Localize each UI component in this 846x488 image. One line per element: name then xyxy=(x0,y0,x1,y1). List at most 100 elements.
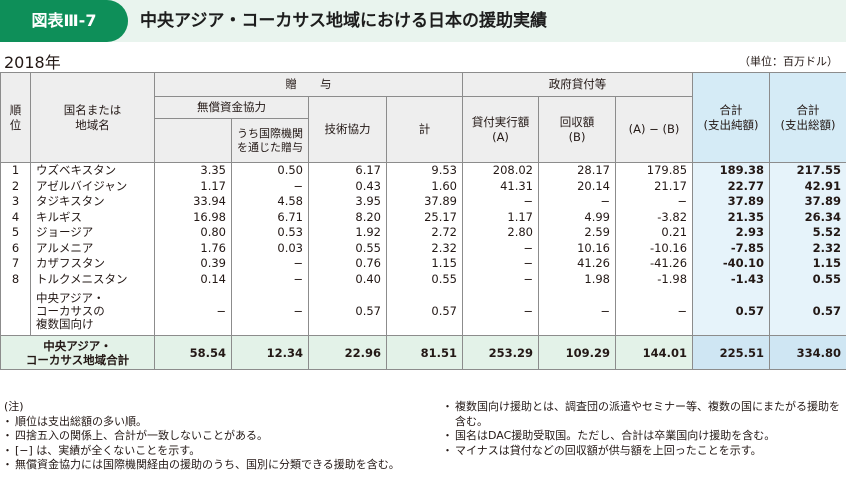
cell-country: タジキスタン xyxy=(30,194,155,210)
cell-country: トルクメニスタン xyxy=(30,271,155,287)
cell-disbursed: − xyxy=(462,240,539,256)
cell-disbursed: 1.17 xyxy=(462,209,539,225)
cell-via_intl: 0.50 xyxy=(231,162,309,179)
cell-country: キルギス xyxy=(30,209,155,225)
notes-right: 複数国向け援助とは、調査団の派遣やセミナー等、複数の国にまたがる援助を含む。 国… xyxy=(442,400,844,459)
cell-recovered: − xyxy=(538,287,616,336)
cell-net: 0.57 xyxy=(692,287,771,336)
cell-total-label: 中央アジア・ コーカサス地域合計 xyxy=(0,335,155,370)
cell-via_intl: 0.53 xyxy=(231,225,309,241)
unit-label: （単位：百万ドル） xyxy=(739,55,838,68)
cell-total: 25.17 xyxy=(386,209,463,225)
cell-recovered: 28.17 xyxy=(538,162,616,179)
header-via-intl: うち国際機関 を通じた贈与 xyxy=(231,118,309,163)
cell-gross: 5.52 xyxy=(769,225,846,241)
cell-rank: 7 xyxy=(0,256,31,272)
note-item: 複数国向け援助とは、調査団の派遣やセミナー等、複数の国にまたがる援助を含む。 xyxy=(442,400,844,429)
cell-grant_aid: 0.39 xyxy=(154,256,232,272)
cell-recovered: 4.99 xyxy=(538,209,616,225)
table-row: 8 トルクメニスタン 0.14−0.40 0.55−1.98 -1.98 -1.43 0.5… xyxy=(0,271,846,287)
notes-heading: (注) xyxy=(4,400,24,413)
cell-grant_aid: 0.14 xyxy=(154,271,232,287)
cell-recovered: 10.16 xyxy=(538,240,616,256)
cell-country: ジョージア xyxy=(30,225,155,241)
header-grant: 贈 与 xyxy=(154,72,463,97)
table-header: 順 位 国名または 地域名 贈 与 政府貸付等 合計 (支出純額) 合計 (支出… xyxy=(0,72,846,163)
cell-recovered: − xyxy=(538,194,616,210)
cell-disbursed: − xyxy=(462,194,539,210)
cell-total: 1.60 xyxy=(386,178,463,194)
table-row: 4 キルギス 16.98 6.71 8.20 25.17 1.17 4.99 -3.82 21.3… xyxy=(0,209,846,225)
cell-net: 37.89 xyxy=(692,194,771,210)
cell-net: -7.85 xyxy=(692,240,771,256)
table-total-row: 中央アジア・ コーカサス地域合計 58.54 12.34 22.96 81.51 253.… xyxy=(0,335,846,370)
note-item: 国名はDAC援助受取国。ただし、合計は卒業国向け援助を含む。 xyxy=(442,429,844,444)
cell-country: カザフスタン xyxy=(30,256,155,272)
cell-total-net: 225.51 xyxy=(692,335,771,370)
header-a-minus-b: (A) − (B) xyxy=(614,96,694,163)
cell-net: 21.35 xyxy=(692,209,771,225)
cell-gross: 2.32 xyxy=(769,240,846,256)
cell-total: 0.57 xyxy=(386,287,463,336)
notes-left: (注) 順位は支出総額の多い順。 四捨五入の関係上、合計が一致しないことがある。… xyxy=(2,400,419,473)
cell-recovered: 1.98 xyxy=(538,271,616,287)
cell-tech: 8.20 xyxy=(308,209,387,225)
cell-total: 9.53 xyxy=(386,162,463,179)
cell-via_intl: − xyxy=(231,178,309,194)
year-label: 2018年 xyxy=(4,53,61,72)
note-item: 四捨五入の関係上、合計が一致しないことがある。 xyxy=(2,429,419,444)
cell-gross: 0.55 xyxy=(769,271,846,287)
header-rank: 順 位 xyxy=(0,72,31,163)
cell-gross: 0.57 xyxy=(769,287,846,336)
cell-total-via_intl: 12.34 xyxy=(231,335,309,370)
cell-total-grant_aid: 58.54 xyxy=(154,335,232,370)
cell-rank xyxy=(0,287,31,336)
cell-disbursed: 208.02 xyxy=(462,162,539,179)
cell-tech: 1.92 xyxy=(308,225,387,241)
cell-ab: -10.16 xyxy=(614,240,694,256)
note-item: [−] は、実績が全くないことを示す。 xyxy=(2,444,419,459)
cell-rank: 2 xyxy=(0,178,31,194)
cell-country: アゼルバイジャン xyxy=(30,178,155,194)
cell-net: 22.77 xyxy=(692,178,771,194)
cell-tech: 0.57 xyxy=(308,287,387,336)
cell-tech: 0.40 xyxy=(308,271,387,287)
cell-via_intl: 4.58 xyxy=(231,194,309,210)
cell-grant_aid: 3.35 xyxy=(154,162,232,179)
cell-net: -1.43 xyxy=(692,271,771,287)
cell-disbursed: − xyxy=(462,271,539,287)
cell-net: 2.93 xyxy=(692,225,771,241)
cell-via_intl: − xyxy=(231,256,309,272)
cell-via_intl: 6.71 xyxy=(231,209,309,225)
header-blank xyxy=(154,118,232,163)
cell-rank: 1 xyxy=(0,162,31,179)
note-item: マイナスは貸付などの回収額が供与額を上回ったことを示す。 xyxy=(442,444,844,459)
cell-country: アルメニア xyxy=(30,240,155,256)
header-loan-recovered: 回収額 (B) xyxy=(538,96,616,163)
cell-gross: 42.91 xyxy=(769,178,846,194)
table-row: 3 タジキスタン 33.94 4.58 3.95 37.89− − −37.89 37.89 xyxy=(0,194,846,210)
header-grant-total: 計 xyxy=(386,96,463,163)
cell-recovered: 20.14 xyxy=(538,178,616,194)
table-body: 1 ウズベキスタン 3.35 0.50 6.17 9.53 208.02 28.17 179.8… xyxy=(0,162,846,370)
header-loans: 政府貸付等 xyxy=(461,72,694,97)
cell-gross: 1.15 xyxy=(769,256,846,272)
cell-ab: -3.82 xyxy=(614,209,694,225)
table-row: 6 アルメニア 1.76 0.03 0.55 2.32−10.16 -10.16 -7.85 2… xyxy=(0,240,846,256)
cell-total: 0.55 xyxy=(386,271,463,287)
cell-total: 2.72 xyxy=(386,225,463,241)
cell-gross: 26.34 xyxy=(769,209,846,225)
cell-grant_aid: 0.80 xyxy=(154,225,232,241)
figure-label: 図表Ⅲ-7 xyxy=(0,0,128,42)
cell-disbursed: − xyxy=(462,256,539,272)
cell-total-disbursed: 253.29 xyxy=(462,335,539,370)
header-country: 国名または 地域名 xyxy=(30,72,155,163)
header-grant-aid: 無償資金協力 xyxy=(154,96,309,119)
cell-via_intl: 0.03 xyxy=(231,240,309,256)
cell-country: ウズベキスタン xyxy=(30,162,155,179)
cell-gross: 37.89 xyxy=(769,194,846,210)
cell-total-ab: 144.01 xyxy=(614,335,694,370)
cell-grant_aid: 16.98 xyxy=(154,209,232,225)
cell-ab: -41.26 xyxy=(614,256,694,272)
cell-recovered: 2.59 xyxy=(538,225,616,241)
